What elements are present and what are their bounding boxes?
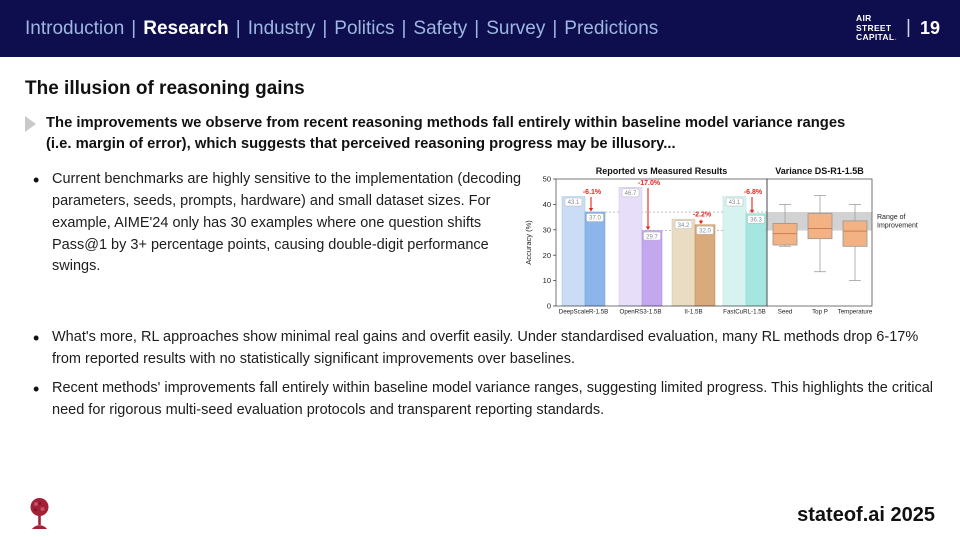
- svg-text:43.1: 43.1: [729, 201, 741, 207]
- nav-item-survey[interactable]: Survey: [486, 17, 546, 39]
- svg-text:37.0: 37.0: [589, 216, 601, 222]
- nav-separator: |: [131, 17, 137, 39]
- svg-text:Range of: Range of: [877, 214, 905, 221]
- nav-item-politics[interactable]: Politics: [334, 17, 395, 39]
- slide-nav: Introduction | Research | Industry | Politics |…: [25, 18, 658, 40]
- svg-text:Seed: Seed: [778, 309, 793, 316]
- content-row: Current benchmarks are highly sensitive …: [25, 162, 935, 320]
- lede-block: The improvements we observe from recent …: [25, 113, 935, 155]
- svg-text:-2.2%: -2.2%: [693, 212, 712, 219]
- svg-text:Top P: Top P: [812, 309, 828, 316]
- results-chart: Range of Improvement 43.1 37.0 -6.1% DeepScal…: [524, 166, 918, 316]
- svg-text:-6.8%: -6.8%: [744, 189, 763, 196]
- logo-line: STREET: [856, 22, 892, 33]
- page-number: 19: [919, 17, 940, 38]
- svg-text:34.2: 34.2: [678, 223, 690, 229]
- svg-text:-6.1%: -6.1%: [583, 189, 602, 196]
- svg-text:40: 40: [543, 200, 551, 209]
- svg-text:Temperature: Temperature: [838, 309, 873, 316]
- nav-separator: |: [322, 17, 328, 39]
- svg-text:50: 50: [543, 175, 551, 184]
- svg-text:30: 30: [543, 226, 551, 235]
- svg-text:-17.0%: -17.0%: [638, 180, 661, 187]
- svg-text:Accuracy (%): Accuracy (%): [524, 220, 533, 265]
- bullet-item: Current benchmarks are highly sensitive …: [25, 167, 523, 278]
- svg-text:FastCuRL-1.5B: FastCuRL-1.5B: [723, 309, 766, 316]
- header-bar: Introduction | Research | Industry | Politics |…: [0, 0, 960, 57]
- svg-text:OpenRS3-1.5B: OpenRS3-1.5B: [620, 309, 662, 316]
- svg-text:DeepScaleR-1.5B: DeepScaleR-1.5B: [559, 309, 609, 316]
- logo-line: AIR: [856, 13, 872, 24]
- stateofai-brand: stateof.ai 2025: [797, 504, 935, 526]
- air-street-capital-logo: AIR STREET CAPITAL.: [856, 14, 897, 43]
- bullet-list-bottom: What's more, RL approaches show minimal …: [25, 325, 941, 422]
- svg-text:43.1: 43.1: [568, 201, 580, 207]
- logo-line: CAPITAL.: [856, 32, 898, 43]
- svg-text:Variance DS-R1-1.5B: Variance DS-R1-1.5B: [775, 166, 864, 176]
- svg-text:10: 10: [543, 277, 551, 286]
- svg-text:Reported vs Measured Results: Reported vs Measured Results: [596, 166, 728, 176]
- svg-text:20: 20: [543, 251, 551, 260]
- bullet-item: What's more, RL approaches show minimal …: [25, 325, 941, 371]
- pointer-triangle-icon: [25, 116, 36, 132]
- nav-separator: |: [474, 17, 480, 39]
- lede-line: (i.e. margin of error), which suggests t…: [46, 136, 676, 153]
- nav-item-predictions[interactable]: Predictions: [564, 17, 659, 39]
- svg-text:29.7: 29.7: [646, 235, 658, 241]
- nav-item-research[interactable]: Research: [143, 17, 229, 39]
- svg-text:Improvement: Improvement: [877, 223, 918, 230]
- svg-text:46.7: 46.7: [625, 191, 637, 197]
- bullet-item: Recent methods' improvements fall entire…: [25, 376, 941, 422]
- results-figure: Range of Improvement 43.1 37.0 -6.1% DeepScal…: [523, 162, 960, 320]
- nav-item-introduction[interactable]: Introduction: [25, 17, 125, 39]
- svg-text:32.0: 32.0: [699, 229, 711, 235]
- logo-dot: .: [894, 32, 898, 43]
- air-street-tree-logo: [30, 498, 49, 529]
- svg-text:0: 0: [547, 302, 551, 311]
- svg-text:36.3: 36.3: [750, 218, 762, 224]
- header-logo-block: AIR STREET CAPITAL. | 19: [856, 14, 940, 43]
- nav-item-industry[interactable]: Industry: [247, 17, 316, 39]
- nav-separator: |: [235, 17, 241, 39]
- nav-separator: |: [401, 17, 407, 39]
- nav-separator: |: [552, 17, 558, 39]
- slide-body: The illusion of reasoning gains The impr…: [0, 78, 960, 421]
- svg-text:II-1.5B: II-1.5B: [684, 309, 702, 316]
- bullet-list-left: Current benchmarks are highly sensitive …: [25, 162, 523, 320]
- page-title: The illusion of reasoning gains: [25, 78, 305, 99]
- lede-text: The improvements we observe from recent …: [46, 113, 845, 155]
- lede-line: The improvements we observe from recent …: [46, 115, 846, 131]
- nav-item-safety[interactable]: Safety: [413, 17, 468, 39]
- page-number-separator: |: [906, 17, 911, 39]
